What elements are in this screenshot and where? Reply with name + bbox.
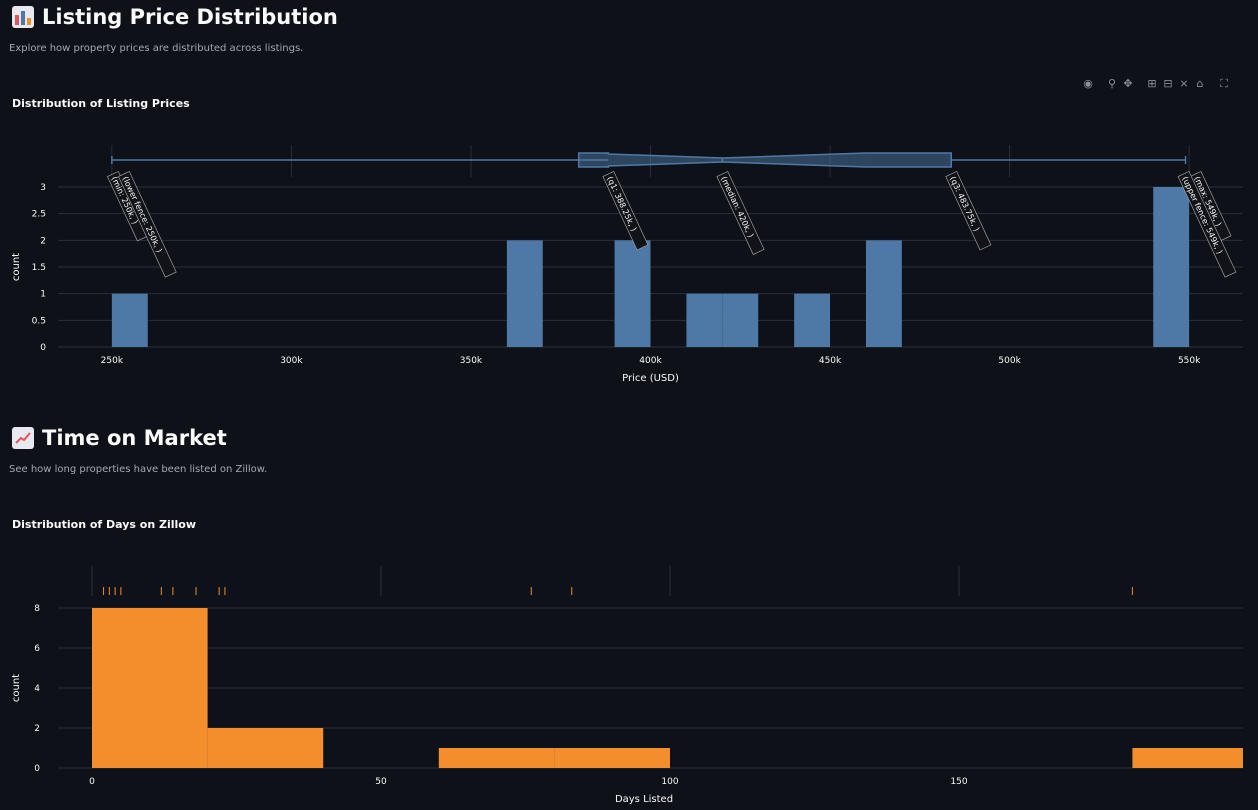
y-tick-label: 2.5 — [32, 210, 46, 220]
y-tick-label: 0 — [34, 764, 40, 774]
price-section-subtitle: Explore how property prices are distribu… — [9, 43, 304, 54]
x-tick-label: 300k — [280, 356, 303, 366]
y-tick-label: 2 — [40, 236, 46, 246]
reset-axes-icon[interactable]: ⌂ — [1196, 77, 1204, 90]
box-label-bg — [117, 170, 177, 278]
histogram-bar — [614, 240, 651, 347]
x-tick-label: 400k — [639, 356, 662, 366]
box-label-q3: (q3: 483.75k, ) — [945, 170, 992, 251]
x-tick-label: 250k — [101, 356, 124, 366]
histogram-bar — [865, 240, 902, 347]
price-histogram-chart: 0 0.5 1 1.5 2 2.5 3 250k 300k 350k 400k 450k 500k 550… — [11, 145, 1243, 384]
y-tick-label: 0.5 — [32, 316, 46, 326]
box-label-q1: (q1: 388.25k, ) — [602, 170, 649, 251]
y-tick-label: 1 — [40, 290, 46, 300]
days-histogram-chart: 0 2 4 6 8 0 50 100 150 Days Listed count — [11, 566, 1243, 805]
x-tick-label: 0 — [89, 777, 95, 787]
box-label-text: (median: 420k, ) — [719, 175, 755, 239]
pan-icon[interactable]: ✥ — [1123, 77, 1133, 90]
x-tick-label: 150 — [950, 777, 967, 787]
box-label-text: (q3: 483.75k, ) — [948, 175, 981, 233]
histogram-bar — [207, 728, 324, 768]
box-label-text: (q1: 388.25k, ) — [605, 175, 638, 233]
box-label-bg — [602, 170, 649, 251]
histogram-bar — [111, 293, 148, 347]
histogram-bar — [438, 748, 555, 768]
fullscreen-icon[interactable]: ⛶ — [1220, 77, 1228, 90]
x-axis-title: Days Listed — [615, 794, 673, 805]
x-axis-title: Price (USD) — [622, 373, 679, 384]
days-chart-title: Distribution of Days on Zillow — [12, 518, 197, 531]
notched-box — [577, 152, 952, 168]
x-tick-label: 550k — [1178, 356, 1201, 366]
x-tick-label: 50 — [375, 777, 387, 787]
y-axis-title: count — [11, 674, 22, 702]
y-tick-label: 1.5 — [32, 263, 46, 273]
y-tick-label: 0 — [40, 343, 46, 353]
histogram-bar — [506, 240, 543, 347]
price-chart-title: Distribution of Listing Prices — [12, 97, 190, 110]
box-label-bg — [1177, 170, 1237, 278]
histogram-bar — [794, 293, 831, 347]
x-tick-label: 500k — [998, 356, 1021, 366]
y-axis-title: count — [11, 253, 22, 281]
market-section-title-text: Time on Market — [42, 426, 227, 450]
box-label-median: (median: 420k, ) — [716, 170, 765, 255]
box-label-bg — [945, 170, 992, 251]
chart-modebar: ◉ ⚲ ✥ ⊞ ⊟ ⨯ ⌂ ⛶ — [1082, 77, 1242, 91]
y-tick-label: 8 — [34, 604, 40, 614]
x-tick-label: 100 — [661, 777, 678, 787]
autoscale-icon[interactable]: ⨯ — [1179, 77, 1189, 90]
market-section-subtitle: See how long properties have been listed… — [9, 464, 268, 475]
zoom-out-icon[interactable]: ⊟ — [1163, 77, 1173, 90]
price-section-title-text: Listing Price Distribution — [42, 5, 338, 29]
histogram-bar — [1132, 748, 1243, 768]
bar-chart-icon — [12, 6, 34, 28]
zoom-icon[interactable]: ⚲ — [1107, 77, 1117, 90]
box-label-bg — [716, 170, 765, 255]
market-section-title: Time on Market — [12, 426, 227, 450]
price-section-title: Listing Price Distribution — [12, 5, 338, 29]
x-tick-label: 350k — [460, 356, 483, 366]
zoom-in-icon[interactable]: ⊞ — [1147, 77, 1157, 90]
line-chart-icon — [12, 427, 34, 449]
x-tick-label: 450k — [819, 356, 842, 366]
y-tick-label: 3 — [40, 183, 46, 193]
y-tick-label: 4 — [34, 684, 40, 694]
camera-icon[interactable]: ◉ — [1083, 77, 1093, 90]
histogram-bar — [722, 293, 759, 347]
y-tick-label: 2 — [34, 724, 40, 734]
y-tick-label: 6 — [34, 644, 40, 654]
histogram-bar — [686, 293, 723, 347]
histogram-bar — [554, 748, 670, 768]
histogram-bar — [92, 608, 208, 768]
histogram-bar — [1153, 187, 1190, 347]
